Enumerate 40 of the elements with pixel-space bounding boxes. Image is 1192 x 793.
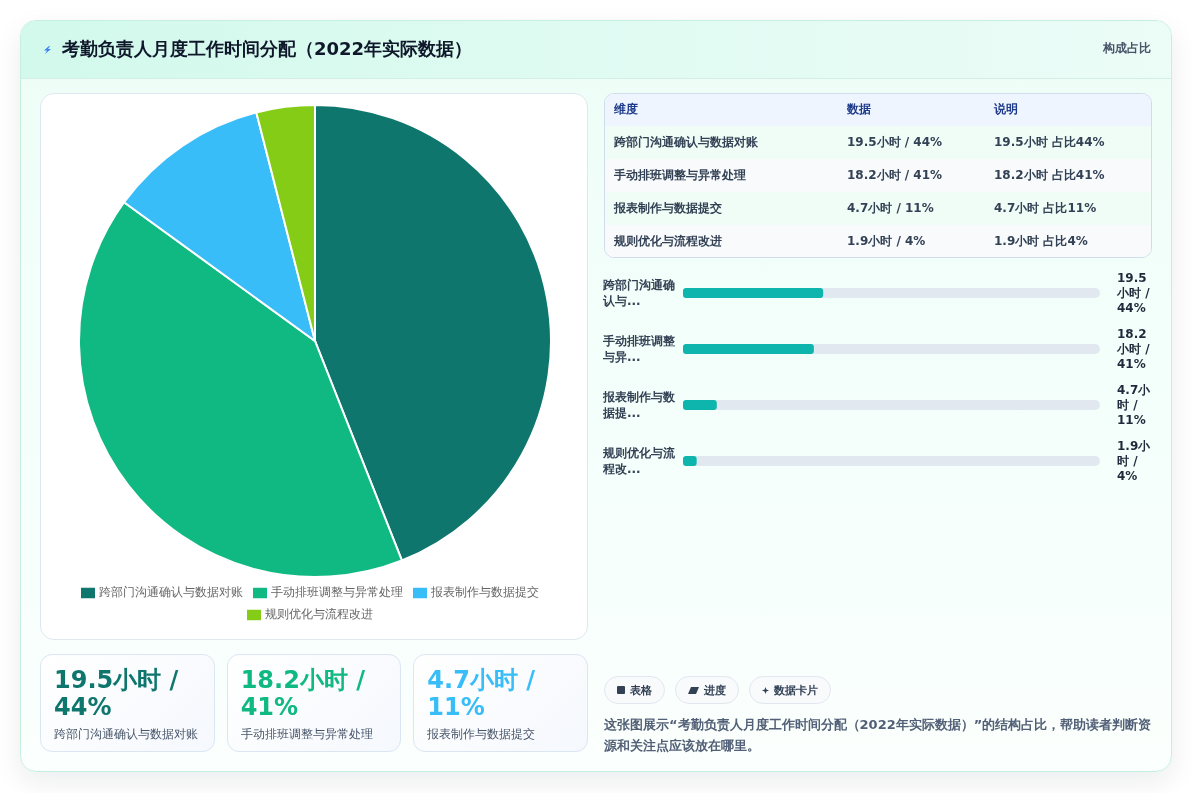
text: 19.5小时 / 44% [54, 666, 179, 721]
text: 18.2小时 占比41% [994, 168, 1105, 183]
text: 报表制作与数据提交 [614, 201, 722, 216]
y-tick-label: 报表制作与数据提... [602, 390, 676, 421]
text: 表格 [630, 682, 652, 698]
text: 数据 [847, 102, 871, 117]
text: 4.7小时 / 11% [847, 201, 934, 216]
text: 18.2小时 / 41% [240, 666, 365, 721]
text: 规则优化与流程改进 [614, 234, 722, 249]
text: 1.9小时 / 4% [847, 234, 926, 249]
text: 19.5小时 / 44% [847, 135, 943, 150]
text: 考勤负责人月度工作时间分配（2022年实际数据） [62, 38, 473, 59]
text: 19.5小时 占比44% [994, 135, 1105, 150]
text: 4.7小时 占比11% [994, 201, 1097, 216]
text: 这张图展示“考勤负责人月度工作时间分配（2022年实际数据）”的结构占比，帮助读者判断资源和关注点应该放在哪里。 [604, 717, 1152, 753]
data-label: 19.5小时 / 44% [1116, 271, 1151, 316]
legend-label: 规则优化与流程改进 [265, 607, 373, 621]
text: 手动排班调整与异常处理 [614, 168, 746, 183]
bar [683, 400, 717, 410]
text: 维度 [614, 102, 638, 117]
text: 1.9小时 占比4% [994, 234, 1088, 249]
legend-label: 跨部门沟通确认与数据对账 [99, 585, 243, 599]
y-tick-label: 跨部门沟通确认与... [602, 278, 675, 309]
category-label: 报表制作与数据提交 [427, 727, 536, 741]
text: 4.7小时 / 11% [427, 666, 535, 721]
data-label: 18.2小时 / 41% [1116, 327, 1151, 372]
category-label: 跨部门沟通确认与数据对账 [54, 727, 198, 741]
legend-label: 报表制作与数据提交 [431, 585, 539, 599]
text: 数据卡片 [774, 682, 818, 698]
data-label: 4.7小时 / 11% [1117, 383, 1152, 428]
y-tick-label: 规则优化与流程改... [602, 446, 676, 477]
category-label: 手动排班调整与异常处理 [240, 727, 373, 741]
text: 跨部门沟通确认与数据对账 [614, 135, 758, 150]
legend-label: 手动排班调整与异常处理 [271, 585, 403, 599]
text: 构成占比 [1103, 41, 1151, 56]
text: 进度 [704, 682, 726, 698]
text: 说明 [994, 102, 1018, 117]
y-tick-label: 手动排班调整与异... [602, 334, 676, 365]
data-label: 1.9小时 / 4% [1117, 439, 1152, 484]
text: 18.2小时 / 41% [847, 168, 943, 183]
